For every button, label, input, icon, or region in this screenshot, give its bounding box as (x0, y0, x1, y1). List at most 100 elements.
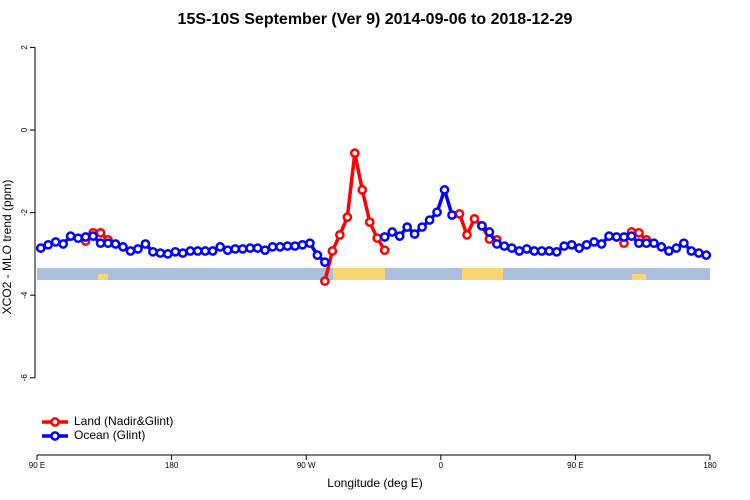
point (320, 276, 330, 287)
point (110, 239, 121, 249)
point (133, 244, 143, 254)
point (499, 241, 510, 251)
x-tick-label: 180 (165, 461, 179, 470)
point (447, 210, 457, 220)
point (394, 231, 405, 241)
point (693, 248, 704, 258)
point (506, 243, 517, 253)
point (439, 185, 450, 195)
point (312, 250, 323, 260)
point (477, 220, 487, 231)
point (140, 239, 151, 249)
point (260, 245, 270, 256)
point (619, 232, 629, 242)
point (409, 229, 420, 239)
x-tick-label: 90 W (297, 461, 316, 470)
point (50, 237, 61, 247)
point (192, 246, 203, 256)
point (35, 243, 46, 253)
point (148, 246, 158, 257)
x-tick-label: 90 E (29, 461, 45, 470)
point (118, 242, 128, 252)
point (58, 239, 69, 249)
point (185, 246, 196, 256)
point (88, 231, 98, 241)
point (649, 238, 659, 249)
point (215, 242, 226, 252)
point (454, 208, 465, 219)
point (125, 246, 136, 256)
point (551, 246, 562, 257)
point (335, 230, 345, 240)
land-mask (37, 268, 710, 280)
point (529, 246, 540, 256)
point (200, 246, 211, 256)
x-tick-label: 90 E (567, 461, 583, 470)
point (357, 185, 368, 195)
point (574, 243, 584, 253)
point (536, 246, 547, 256)
point (103, 238, 113, 249)
point (95, 238, 106, 249)
land-strip (632, 274, 646, 280)
point (701, 250, 712, 260)
y-tick-label: -4 (20, 291, 29, 299)
y-tick-label: 0 (20, 127, 29, 132)
point (80, 232, 91, 242)
chart-title: 15S-10S September (Ver 9) 2014-09-06 to … (178, 11, 573, 28)
point (372, 233, 383, 244)
point (521, 244, 532, 254)
y-tick-label: 2 (20, 45, 29, 50)
legend-label: Land (Nadir&Glint) (74, 414, 173, 428)
point (566, 239, 577, 250)
point (492, 239, 502, 249)
y-tick-label: -6 (20, 374, 29, 382)
point (634, 227, 644, 238)
point (678, 238, 689, 249)
series-line (84, 151, 648, 282)
x-axis-label: Longitude (deg E) (327, 476, 422, 490)
point (43, 239, 54, 250)
point (634, 238, 644, 249)
point (544, 246, 555, 256)
point (297, 239, 308, 250)
x-tick-label: 180 (703, 461, 717, 470)
legend-label: Ocean (Glint) (74, 428, 145, 442)
point (275, 242, 285, 252)
land-strip (98, 274, 108, 280)
point (671, 243, 682, 253)
point (559, 241, 570, 251)
point (320, 257, 330, 268)
point (611, 232, 622, 242)
point (65, 231, 76, 241)
legend-marker (50, 431, 60, 441)
point (641, 238, 652, 249)
point (626, 231, 637, 241)
point (379, 232, 390, 242)
point (424, 215, 435, 225)
y-axis-label: XCO2 - MLO trend (ppm) (0, 180, 14, 315)
point (589, 237, 599, 247)
point (237, 244, 248, 254)
point (177, 248, 188, 258)
point (170, 246, 181, 257)
point (73, 233, 83, 244)
point (342, 212, 353, 222)
point (95, 227, 106, 238)
point (469, 213, 480, 224)
legend-marker (50, 417, 60, 427)
point (207, 246, 218, 256)
point (686, 246, 697, 256)
point (252, 243, 263, 253)
point (402, 222, 412, 232)
point (364, 217, 375, 227)
x-tick-label: 0 (439, 461, 444, 470)
point (267, 242, 278, 252)
point (349, 148, 360, 158)
point (484, 227, 495, 237)
point (514, 246, 525, 256)
point (462, 230, 472, 240)
point (656, 242, 667, 252)
point (387, 227, 398, 237)
